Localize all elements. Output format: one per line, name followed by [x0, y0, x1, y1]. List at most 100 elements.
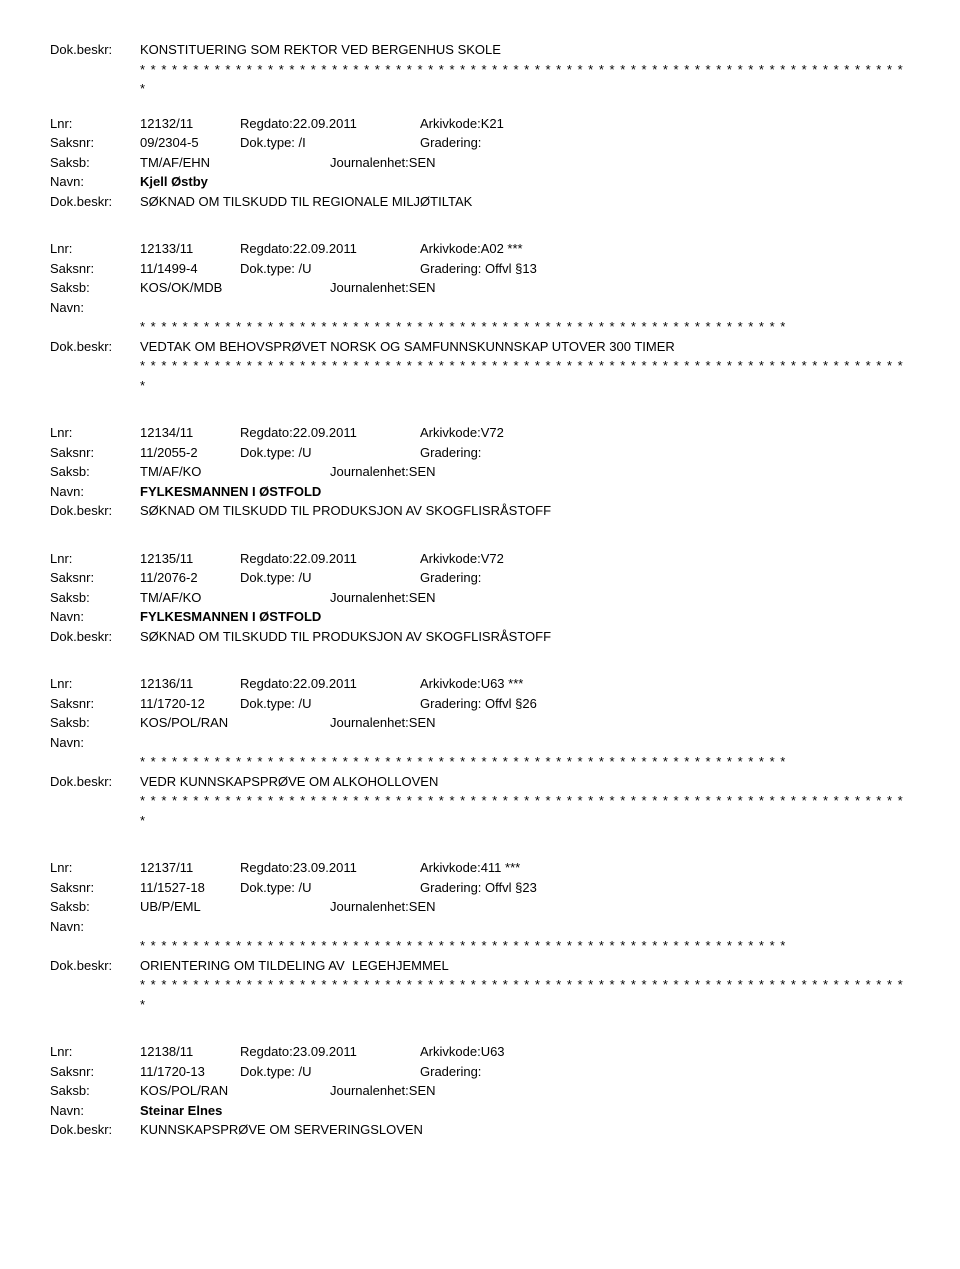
arkivkode-value: Arkivkode:K21: [420, 114, 504, 134]
saksnr-label: Saksnr:: [50, 1062, 140, 1082]
dokbeskr-value: SØKNAD OM TILSKUDD TIL PRODUKSJON AV SKO…: [140, 627, 551, 647]
dokbeskr-value: SØKNAD OM TILSKUDD TIL PRODUKSJON AV SKO…: [140, 501, 551, 521]
saksb-label: Saksb:: [50, 1081, 140, 1101]
dokbeskr-label: Dok.beskr:: [50, 772, 140, 792]
saksnr-row: Saksnr:11/1499-4Dok.type: /UGradering: O…: [50, 259, 910, 279]
saksnr-label: Saksnr:: [50, 568, 140, 588]
navn-label: Navn:: [50, 917, 140, 937]
navn-row: Navn:: [50, 917, 910, 937]
doktype-value: Dok.type: /U: [240, 878, 420, 898]
regdato-value: Regdato:22.09.2011: [240, 549, 420, 569]
lnr-label: Lnr:: [50, 423, 140, 443]
dokbeskr-label: Dok.beskr:: [50, 192, 140, 212]
journal-entry: Lnr:12138/11Regdato:23.09.2011Arkivkode:…: [50, 1042, 910, 1140]
journal-entry: Lnr:12136/11Regdato:22.09.2011Arkivkode:…: [50, 674, 910, 830]
navn-stars: * * * * * * * * * * * * * * * * * * * * …: [50, 752, 910, 772]
navn-label: Navn:: [50, 1101, 140, 1121]
saksb-label: Saksb:: [50, 153, 140, 173]
post-stars: * * * * * * * * * * * * * * * * * * * * …: [50, 975, 910, 1014]
dokbeskr-label: Dok.beskr:: [50, 956, 140, 976]
saksb-value: TM/AF/KO: [140, 588, 330, 608]
dokbeskr-value: KUNNSKAPSPRØVE OM SERVERINGSLOVEN: [140, 1120, 423, 1140]
arkivkode-value: Arkivkode:V72: [420, 549, 504, 569]
lnr-value: 12134/11: [140, 423, 240, 443]
saksb-value: TM/AF/KO: [140, 462, 330, 482]
dokbeskr-row: Dok.beskr:SØKNAD OM TILSKUDD TIL REGIONA…: [50, 192, 910, 212]
pre-dokbeskr-row: Dok.beskr:KONSTITUERING SOM REKTOR VED B…: [50, 40, 910, 60]
regdato-value: Regdato:23.09.2011: [240, 858, 420, 878]
saksb-row: Saksb:KOS/POL/RANJournalenhet:SEN: [50, 713, 910, 733]
saksnr-label: Saksnr:: [50, 259, 140, 279]
journalenhet-value: Journalenhet:SEN: [330, 278, 436, 298]
post-stars: * * * * * * * * * * * * * * * * * * * * …: [50, 791, 910, 830]
journalenhet-value: Journalenhet:SEN: [330, 1081, 436, 1101]
dokbeskr-label: Dok.beskr:: [50, 501, 140, 521]
saksnr-value: 11/2076-2: [140, 568, 240, 588]
saksb-value: KOS/OK/MDB: [140, 278, 330, 298]
lnr-value: 12137/11: [140, 858, 240, 878]
navn-row: Navn:FYLKESMANNEN I ØSTFOLD: [50, 482, 910, 502]
journalenhet-value: Journalenhet:SEN: [330, 588, 436, 608]
lnr-value: 12136/11: [140, 674, 240, 694]
lnr-label: Lnr:: [50, 239, 140, 259]
navn-label: Navn:: [50, 298, 140, 318]
dokbeskr-row: Dok.beskr:ORIENTERING OM TILDELING AV LE…: [50, 956, 910, 976]
arkivkode-value: Arkivkode:A02 ***: [420, 239, 523, 259]
lnr-row: Lnr:12135/11Regdato:22.09.2011Arkivkode:…: [50, 549, 910, 569]
divider-stars: * * * * * * * * * * * * * * * * * * * * …: [50, 60, 910, 99]
gradering-value: Gradering:: [420, 133, 481, 153]
doktype-value: Dok.type: /U: [240, 568, 420, 588]
saksnr-row: Saksnr:11/2055-2Dok.type: /UGradering:: [50, 443, 910, 463]
saksnr-label: Saksnr:: [50, 878, 140, 898]
navn-row: Navn:FYLKESMANNEN I ØSTFOLD: [50, 607, 910, 627]
navn-value: Steinar Elnes: [140, 1101, 222, 1121]
lnr-label: Lnr:: [50, 858, 140, 878]
lnr-row: Lnr:12133/11Regdato:22.09.2011Arkivkode:…: [50, 239, 910, 259]
regdato-value: Regdato:22.09.2011: [240, 114, 420, 134]
navn-label: Navn:: [50, 607, 140, 627]
saksb-label: Saksb:: [50, 588, 140, 608]
lnr-label: Lnr:: [50, 114, 140, 134]
lnr-label: Lnr:: [50, 549, 140, 569]
gradering-value: Gradering:: [420, 443, 481, 463]
journal-entry: Lnr:12135/11Regdato:22.09.2011Arkivkode:…: [50, 549, 910, 647]
dokbeskr-row: Dok.beskr:VEDR KUNNSKAPSPRØVE OM ALKOHOL…: [50, 772, 910, 792]
saksnr-row: Saksnr:09/2304-5Dok.type: /IGradering:: [50, 133, 910, 153]
dokbeskr-value: ORIENTERING OM TILDELING AV LEGEHJEMMEL: [140, 956, 449, 976]
lnr-row: Lnr:12132/11Regdato:22.09.2011Arkivkode:…: [50, 114, 910, 134]
navn-value: FYLKESMANNEN I ØSTFOLD: [140, 482, 321, 502]
saksb-label: Saksb:: [50, 278, 140, 298]
saksb-label: Saksb:: [50, 713, 140, 733]
doktype-value: Dok.type: /U: [240, 694, 420, 714]
saksnr-value: 11/2055-2: [140, 443, 240, 463]
gradering-value: Gradering:: [420, 1062, 481, 1082]
doktype-value: Dok.type: /U: [240, 259, 420, 279]
saksnr-value: 11/1527-18: [140, 878, 240, 898]
saksb-row: Saksb:TM/AF/KOJournalenhet:SEN: [50, 462, 910, 482]
arkivkode-value: Arkivkode:411 ***: [420, 858, 520, 878]
dokbeskr-value: VEDR KUNNSKAPSPRØVE OM ALKOHOLLOVEN: [140, 772, 438, 792]
navn-label: Navn:: [50, 172, 140, 192]
saksb-row: Saksb:KOS/OK/MDBJournalenhet:SEN: [50, 278, 910, 298]
doktype-value: Dok.type: /U: [240, 443, 420, 463]
gradering-value: Gradering: Offvl §23: [420, 878, 537, 898]
dokbeskr-label: Dok.beskr:: [50, 337, 140, 357]
navn-value: Kjell Østby: [140, 172, 208, 192]
saksb-row: Saksb:TM/AF/EHNJournalenhet:SEN: [50, 153, 910, 173]
gradering-value: Gradering:: [420, 568, 481, 588]
dokbeskr-label: Dok.beskr:: [50, 40, 140, 60]
arkivkode-value: Arkivkode:U63: [420, 1042, 505, 1062]
journal-entry: Lnr:12137/11Regdato:23.09.2011Arkivkode:…: [50, 858, 910, 1014]
saksb-label: Saksb:: [50, 462, 140, 482]
saksnr-row: Saksnr:11/1720-13Dok.type: /UGradering:: [50, 1062, 910, 1082]
lnr-row: Lnr:12136/11Regdato:22.09.2011Arkivkode:…: [50, 674, 910, 694]
saksnr-value: 11/1720-12: [140, 694, 240, 714]
saksb-label: Saksb:: [50, 897, 140, 917]
lnr-value: 12138/11: [140, 1042, 240, 1062]
saksb-value: KOS/POL/RAN: [140, 1081, 330, 1101]
regdato-value: Regdato:22.09.2011: [240, 423, 420, 443]
lnr-value: 12132/11: [140, 114, 240, 134]
lnr-row: Lnr:12134/11Regdato:22.09.2011Arkivkode:…: [50, 423, 910, 443]
doktype-value: Dok.type: /I: [240, 133, 420, 153]
dokbeskr-value: SØKNAD OM TILSKUDD TIL REGIONALE MILJØTI…: [140, 192, 472, 212]
